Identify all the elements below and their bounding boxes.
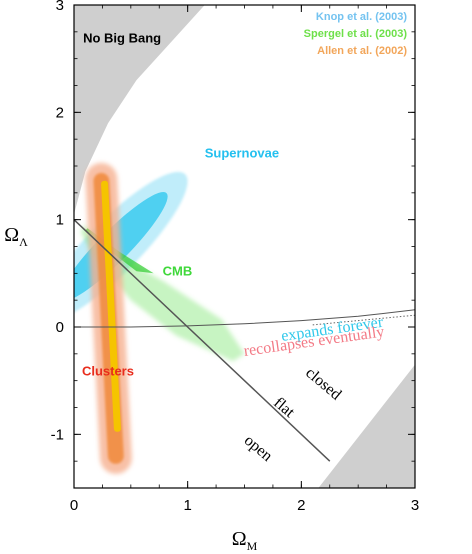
no-big-bang-region <box>74 5 205 215</box>
legend: Knop et al. (2003) Spergel et al. (2003) A… <box>304 11 408 57</box>
plot-area <box>74 5 415 488</box>
x-tick-label: 1 <box>183 497 191 514</box>
x-axis-label: ΩM <box>232 528 258 553</box>
y-tick-label: -1 <box>51 426 64 443</box>
x-tick-label: 2 <box>297 497 305 514</box>
supernovae-annotation: Supernovae <box>205 145 279 160</box>
y-tick-label: 0 <box>56 319 64 336</box>
clusters-annotation: Clusters <box>82 363 134 378</box>
x-tick-label: 3 <box>411 497 419 514</box>
legend-entry: Allen et al. (2002) <box>317 45 407 57</box>
y-tick-label: 2 <box>56 104 64 121</box>
flat-line <box>74 219 331 462</box>
no-big-bang-annotation: No Big Bang <box>83 31 161 46</box>
boundary-dotted-line <box>312 314 415 326</box>
open-annotation: open <box>241 432 276 465</box>
y-tick-label: 3 <box>56 0 64 14</box>
no-big-bang-bottom-right-corner-region <box>318 364 415 488</box>
ticks-layer: 0 1 2 3 -1 0 1 2 3 <box>51 0 420 514</box>
y-tick-label: 1 <box>56 212 64 229</box>
lines-layer <box>74 219 415 462</box>
closed-annotation: closed <box>302 364 344 403</box>
expands-forever-boundary-line <box>74 309 415 328</box>
legend-entry: Knop et al. (2003) <box>316 11 407 23</box>
clusters-core-band <box>101 180 121 432</box>
regions-layer <box>74 5 415 488</box>
x-tick-label: 0 <box>70 497 78 514</box>
y-axis-label: ΩΛ <box>4 224 28 249</box>
legend-entry: Spergel et al. (2003) <box>304 28 408 40</box>
flat-annotation: flat <box>270 394 298 421</box>
cmb-annotation: CMB <box>163 263 193 278</box>
